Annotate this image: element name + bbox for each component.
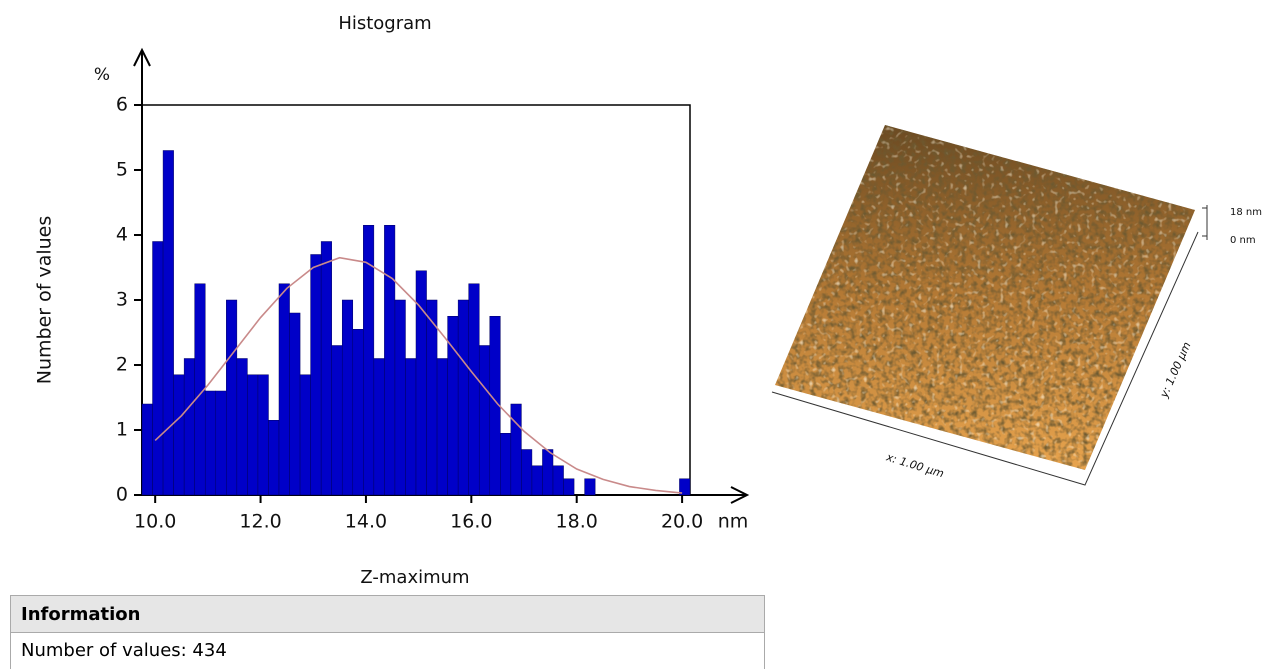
bar bbox=[162, 150, 174, 496]
bar bbox=[531, 465, 543, 496]
y-unit: % bbox=[94, 65, 110, 85]
bar bbox=[394, 299, 406, 496]
y-tick-label: 4 bbox=[116, 224, 128, 246]
x-tick-label: 12.0 bbox=[239, 511, 281, 533]
bar bbox=[426, 299, 438, 496]
bar bbox=[436, 358, 448, 496]
bar bbox=[552, 465, 564, 496]
bar bbox=[384, 225, 396, 496]
x-tick-label: 10.0 bbox=[134, 511, 176, 533]
x-unit: nm bbox=[718, 511, 749, 533]
bar bbox=[236, 358, 248, 496]
plot-marks bbox=[141, 150, 691, 496]
x-axis-label: Z-maximum bbox=[360, 567, 469, 588]
info-title: Information bbox=[11, 596, 764, 633]
x-arrow bbox=[730, 486, 750, 504]
x-tick-label: 18.0 bbox=[556, 511, 598, 533]
y-tick-label: 0 bbox=[116, 484, 128, 506]
x-tick-label: 14.0 bbox=[345, 511, 387, 533]
chart-title: Histogram bbox=[338, 13, 431, 34]
bar bbox=[204, 390, 217, 496]
bar bbox=[183, 358, 195, 496]
bar bbox=[173, 374, 185, 496]
afm-y-label: y: 1.00 µm bbox=[1157, 340, 1193, 400]
bar bbox=[510, 403, 522, 496]
bar bbox=[152, 241, 164, 496]
info-table: Information Number of values: 434 bbox=[10, 595, 765, 669]
y-arrow bbox=[133, 47, 151, 67]
afm-z-max: 18 nm bbox=[1230, 207, 1262, 218]
bar bbox=[584, 478, 596, 496]
bar bbox=[299, 374, 311, 496]
bar bbox=[257, 374, 269, 496]
y-tick-label: 2 bbox=[116, 354, 128, 376]
x-tick-label: 20.0 bbox=[661, 511, 703, 533]
bar bbox=[341, 299, 354, 496]
bar bbox=[141, 403, 153, 496]
bar bbox=[226, 299, 238, 496]
fit-curve bbox=[154, 256, 683, 494]
x-tick-label: 16.0 bbox=[450, 511, 492, 533]
afm-image: x: 1.00 µm y: 1.00 µm 18 nm 0 nm bbox=[771, 125, 1262, 486]
y-tick-label: 5 bbox=[116, 159, 128, 181]
afm-highlight bbox=[775, 125, 1195, 470]
info-row: Number of values: 434 bbox=[21, 640, 227, 661]
bar bbox=[521, 449, 533, 496]
bar bbox=[310, 254, 322, 496]
y-tick-label: 1 bbox=[116, 419, 128, 441]
bar bbox=[478, 345, 491, 496]
bar bbox=[331, 345, 343, 496]
bar bbox=[563, 478, 575, 496]
afm-z-min: 0 nm bbox=[1230, 235, 1256, 246]
chart: Histogram % Number of values Z-maximum n… bbox=[34, 13, 1262, 588]
bar bbox=[405, 358, 417, 496]
bar bbox=[679, 478, 691, 496]
afm-axes bbox=[771, 231, 1199, 486]
bar bbox=[500, 433, 512, 496]
bar bbox=[289, 312, 301, 496]
bar bbox=[352, 329, 364, 496]
bar bbox=[215, 390, 227, 496]
bar bbox=[278, 283, 290, 496]
y-tick-label: 6 bbox=[116, 94, 128, 116]
y-tick-label: 3 bbox=[116, 289, 128, 311]
bar bbox=[268, 420, 280, 496]
bar bbox=[373, 358, 385, 496]
bar bbox=[320, 241, 332, 496]
y-axis-label: Number of values bbox=[34, 216, 56, 385]
bar bbox=[247, 374, 259, 496]
bar bbox=[468, 283, 480, 496]
bar bbox=[457, 299, 469, 496]
bar bbox=[542, 449, 554, 496]
afm-x-label: x: 1.00 µm bbox=[884, 450, 946, 480]
